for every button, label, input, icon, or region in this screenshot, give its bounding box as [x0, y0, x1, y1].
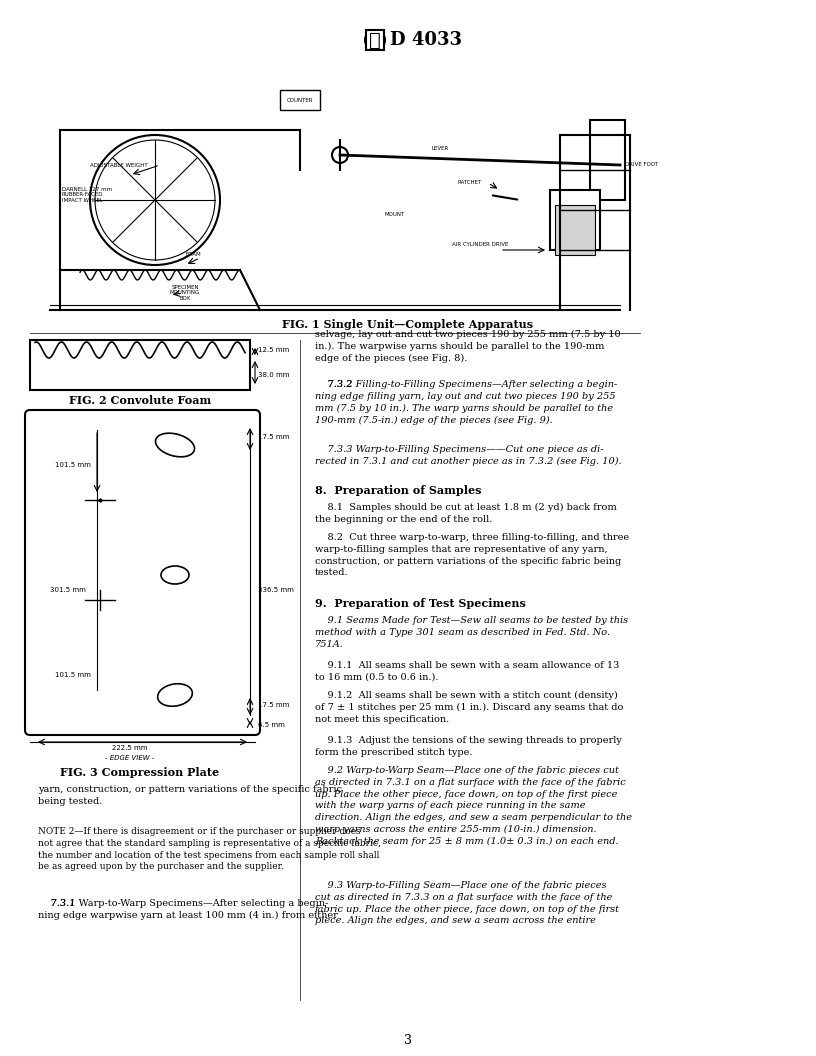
Ellipse shape [161, 566, 189, 584]
Text: 17.5 mm: 17.5 mm [258, 434, 290, 440]
Text: 3: 3 [404, 1034, 412, 1046]
Text: 7.3.1 ⁣Warp-to-Warp Specimens—After selecting a begin-
ning edge warpwise yarn a: 7.3.1 ⁣Warp-to-Warp Specimens—After sele… [38, 899, 338, 920]
Text: 6.5 mm: 6.5 mm [258, 722, 285, 728]
Text: 9.1 ⁣Seams Made for Test—Sew all seams to be tested by this
method with a Type 3: 9.1 ⁣Seams Made for Test—Sew all seams t… [315, 616, 628, 648]
Text: MOUNT: MOUNT [385, 212, 405, 218]
Text: 9.  Preparation of Test Specimens: 9. Preparation of Test Specimens [315, 598, 526, 609]
Text: - EDGE VIEW -: - EDGE VIEW - [105, 755, 155, 761]
Text: yarn, construction, or pattern variations of the specific fabric
being tested.: yarn, construction, or pattern variation… [38, 785, 342, 806]
Text: 336.5 mm: 336.5 mm [258, 587, 294, 593]
Text: 7.3.2: 7.3.2 [315, 380, 356, 389]
Text: Ⓜ: Ⓜ [369, 31, 381, 50]
Text: DRIVE FOOT: DRIVE FOOT [625, 163, 659, 168]
Bar [555, 205, 595, 254]
Text: FOAM: FOAM [185, 252, 201, 258]
Text: 9.1.2  All seams shall be sewn with a stitch count (density)
of 7 ± 1 stitches p: 9.1.2 All seams shall be sewn with a sti… [315, 691, 623, 724]
Text: ⊛: ⊛ [366, 30, 384, 50]
FancyArrowPatch shape [493, 195, 517, 200]
Text: FIG. 1 Single Unit—Complete Apparatus: FIG. 1 Single Unit—Complete Apparatus [282, 320, 534, 331]
Text: 7.3.2 ⁣Filling-to-Filling Specimens—After selecting a begin-
ning edge filling y: 7.3.2 ⁣Filling-to-Filling Specimens—Afte… [315, 380, 617, 425]
Text: 12.5 mm: 12.5 mm [258, 347, 289, 353]
Text: 101.5 mm: 101.5 mm [55, 463, 91, 468]
Text: FIG. 2 Convolute Foam: FIG. 2 Convolute Foam [69, 395, 211, 406]
Text: 7.3.1: 7.3.1 [38, 899, 78, 908]
Bar [30, 340, 250, 390]
Text: 222.5 mm: 222.5 mm [113, 744, 148, 751]
Bar [280, 90, 320, 110]
Text: 9.2 ⁣Warp-to-Warp Seam—Place one of the fabric pieces cut
as directed in 7.3.1 o: 9.2 ⁣Warp-to-Warp Seam—Place one of the … [315, 766, 632, 846]
Text: FIG. 3 Compression Plate: FIG. 3 Compression Plate [60, 767, 220, 777]
Ellipse shape [156, 433, 194, 457]
Text: 9.1.1  All seams shall be sewn with a seam allowance of 13
to 16 mm (0.5 to 0.6 : 9.1.1 All seams shall be sewn with a sea… [315, 661, 619, 682]
Text: 101.5 mm: 101.5 mm [55, 672, 91, 678]
Bar [590, 120, 625, 200]
Text: 8.1  Samples should be cut at least 1.8 m (2 yd) back from
the beginning or the : 8.1 Samples should be cut at least 1.8 m… [315, 503, 617, 524]
Text: 301.5 mm: 301.5 mm [50, 587, 86, 593]
Text: 38.0 mm: 38.0 mm [258, 372, 290, 378]
Text: selvage, lay out and cut two pieces 190 by 255 mm (7.5 by 10
in.). The warpwise : selvage, lay out and cut two pieces 190 … [315, 329, 621, 363]
Text: SPECIMEN
MOUNTING
BOX: SPECIMEN MOUNTING BOX [170, 285, 200, 301]
Ellipse shape [157, 683, 193, 706]
Text: COUNTER: COUNTER [286, 97, 313, 102]
FancyBboxPatch shape [25, 410, 260, 735]
Text: ADJUSTABLE WEIGHT: ADJUSTABLE WEIGHT [90, 163, 148, 168]
Text: 17.5 mm: 17.5 mm [258, 702, 290, 708]
Text: 9.3 ⁣Warp-to-Filling Seam—Place one of the fabric pieces
cut as directed in 7.3.: 9.3 ⁣Warp-to-Filling Seam—Place one of t… [315, 881, 620, 925]
Text: 9.1.3  Adjust the tensions of the sewing threads to properly
form the prescribed: 9.1.3 Adjust the tensions of the sewing … [315, 736, 622, 757]
Text: AIR CYLINDER DRIVE: AIR CYLINDER DRIVE [452, 243, 508, 247]
Text: 8.2  Cut three warp-to-warp, three filling-to-filling, and three
warp-to-filling: 8.2 Cut three warp-to-warp, three fillin… [315, 533, 629, 578]
Text: D 4033: D 4033 [390, 31, 462, 49]
Text: RATCHET: RATCHET [458, 181, 482, 186]
Text: 7.3.3 ⁣Warp-to-Filling Specimens——Cut one piece as di-
rected in 7.3.1 and cut a: 7.3.3 ⁣Warp-to-Filling Specimens——Cut on… [315, 445, 622, 466]
Text: 8.  Preparation of Samples: 8. Preparation of Samples [315, 485, 481, 496]
Bar [366, 30, 384, 50]
Text: DARNELL 127 mm
RUBBER-FACED
IMPACT WHEEL: DARNELL 127 mm RUBBER-FACED IMPACT WHEEL [62, 187, 112, 204]
Text: NOTE 2—If there is disagreement or if the purchaser or supplier does
not agree t: NOTE 2—If there is disagreement or if th… [38, 827, 381, 871]
Bar [550, 190, 600, 250]
Text: LEVER: LEVER [432, 146, 449, 151]
